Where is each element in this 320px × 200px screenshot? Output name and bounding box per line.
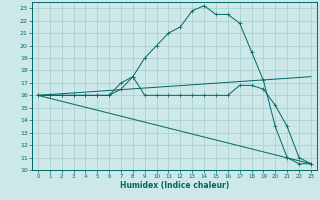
X-axis label: Humidex (Indice chaleur): Humidex (Indice chaleur) [120, 181, 229, 190]
